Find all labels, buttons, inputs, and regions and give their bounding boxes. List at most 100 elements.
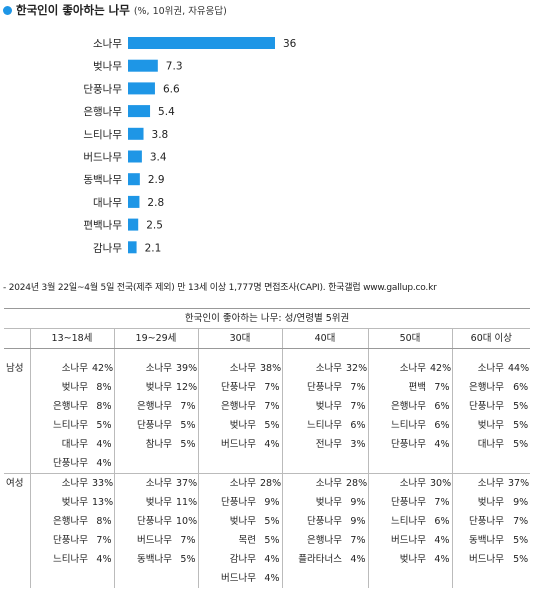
tree-percent: 42%	[428, 359, 453, 378]
gap-cell	[452, 349, 506, 360]
group-label-spacer	[4, 550, 31, 569]
tree-percent: 44%	[508, 363, 530, 374]
tree-name: 단풍나무	[137, 516, 172, 527]
tree-percent	[258, 454, 283, 474]
category-label: 편백나무	[83, 219, 122, 232]
tree-name: 단풍나무	[53, 458, 88, 469]
gap-cell	[90, 348, 115, 359]
value-label: 2.5	[146, 220, 163, 232]
tree-percent: 6%	[513, 382, 529, 393]
column-header: 60대 이상	[452, 328, 531, 349]
group-label-spacer	[4, 435, 31, 454]
value-label: 7.3	[166, 61, 183, 73]
tree-name	[368, 569, 428, 588]
table-row: 느티나무 4% 동백나무 5% 감나무 4% 플라타너스 4% 벚나무 4% 버드나무 5%	[4, 550, 530, 569]
tree-percent: 7%	[344, 531, 369, 550]
tree-name: 소나무	[452, 473, 506, 493]
bar-chart: 소나무 36 벚나무 7.3 단풍나무 6.6 은행나무 5.4 느티나무 3.8 버드나무 3.4 동…	[83, 37, 297, 254]
group-label-spacer	[4, 569, 31, 588]
tree-name: 벚나무	[477, 497, 504, 508]
tree-name: 단풍나무	[137, 420, 172, 431]
tree-percent: 4%	[428, 550, 453, 569]
tree-percent: 37%	[174, 473, 199, 493]
tree-percent	[344, 569, 369, 588]
category-label: 소나무	[93, 38, 122, 50]
bar	[128, 150, 142, 163]
bar	[128, 105, 151, 118]
tree-name: 은행나무	[469, 382, 504, 393]
tree-name: 버드나무	[137, 535, 172, 546]
gap-cell	[174, 348, 199, 359]
tree-name: 느티나무	[307, 420, 342, 431]
tree-percent: 5%	[174, 435, 199, 454]
tree-name: 버드나무	[469, 554, 504, 565]
tree-percent: 6%	[428, 397, 453, 416]
bar	[128, 173, 140, 186]
tree-percent	[506, 454, 530, 474]
gap-cell	[198, 349, 258, 360]
value-label: 2.8	[147, 197, 164, 209]
category-label: 단풍나무	[83, 83, 122, 95]
value-label: 3.8	[152, 129, 169, 141]
column-header: 30대	[198, 328, 283, 349]
tree-percent: 13%	[90, 493, 115, 512]
tree-name	[282, 454, 344, 474]
tree-name	[282, 569, 344, 588]
tree-name: 소나무	[114, 473, 174, 493]
tree-name: 소나무	[145, 363, 172, 374]
tree-name: 대나무	[477, 439, 504, 450]
tree-name: 은행나무	[221, 401, 256, 412]
tree-name: 느티나무	[53, 420, 88, 431]
group-label-spacer	[4, 397, 31, 416]
tree-name: 은행나무	[391, 401, 426, 412]
category-label: 버드나무	[83, 152, 122, 164]
category-label: 벚나무	[93, 61, 122, 73]
value-label: 3.4	[150, 152, 167, 164]
table-row: 은행나무 8% 은행나무 7% 은행나무 7% 벚나무 7% 은행나무 6% 단풍나무 5%	[4, 397, 530, 416]
tree-percent: 4%	[344, 550, 369, 569]
tree-name: 벚나무	[315, 401, 342, 412]
tree-percent: 30%	[428, 473, 453, 493]
gap-cell	[368, 349, 428, 360]
gap-cell	[282, 349, 344, 360]
table-row: 단풍나무 7% 버드나무 7% 목련 5% 은행나무 7% 버드나무 4% 동백나무 5%	[4, 531, 530, 550]
tree-name	[114, 454, 174, 474]
gap-cell	[30, 349, 90, 360]
tree-percent: 5%	[513, 439, 529, 450]
tree-name: 버드나무	[221, 573, 256, 584]
tree-name: 단풍나무	[307, 382, 342, 393]
group-label-spacer	[4, 416, 31, 435]
tree-percent: 3%	[344, 435, 369, 454]
column-header: 50대	[368, 328, 453, 349]
tree-percent: 28%	[344, 473, 369, 493]
table-row: 여성 소나무 33% 소나무 37% 소나무 28% 소나무 28% 소나무 30% 소나무 37%	[4, 473, 531, 493]
tree-name: 벚나무	[315, 497, 342, 508]
tree-percent: 8%	[90, 378, 115, 397]
tree-percent: 38%	[258, 359, 283, 378]
tree-percent	[506, 569, 530, 588]
tree-name: 감나무	[229, 554, 256, 565]
tree-name: 플라타너스	[298, 554, 342, 565]
tree-name: 단풍나무	[469, 401, 504, 412]
tree-name: 벚나무	[145, 497, 172, 508]
tree-percent: 8%	[90, 512, 115, 531]
category-label: 은행나무	[83, 106, 122, 118]
tree-name: 느티나무	[391, 516, 426, 527]
header-corner	[4, 328, 31, 349]
tree-name: 참나무	[145, 439, 172, 450]
tree-name: 소나무	[30, 473, 90, 493]
tree-name	[452, 569, 506, 588]
tree-percent: 32%	[344, 359, 369, 378]
bar	[128, 82, 155, 95]
value-label: 6.6	[163, 83, 180, 95]
tree-name: 벚나무	[477, 420, 504, 431]
tree-name: 은행나무	[53, 516, 88, 527]
tree-percent: 11%	[174, 493, 199, 512]
tree-percent: 7%	[174, 397, 199, 416]
chart-title-subtitle: (%, 10위권, 자유응답)	[133, 6, 227, 17]
group-label-spacer	[4, 378, 31, 397]
value-label: 5.4	[158, 106, 175, 118]
tree-percent: 7%	[428, 493, 453, 512]
tree-percent: 4%	[90, 550, 115, 569]
tree-percent: 9%	[513, 497, 529, 508]
